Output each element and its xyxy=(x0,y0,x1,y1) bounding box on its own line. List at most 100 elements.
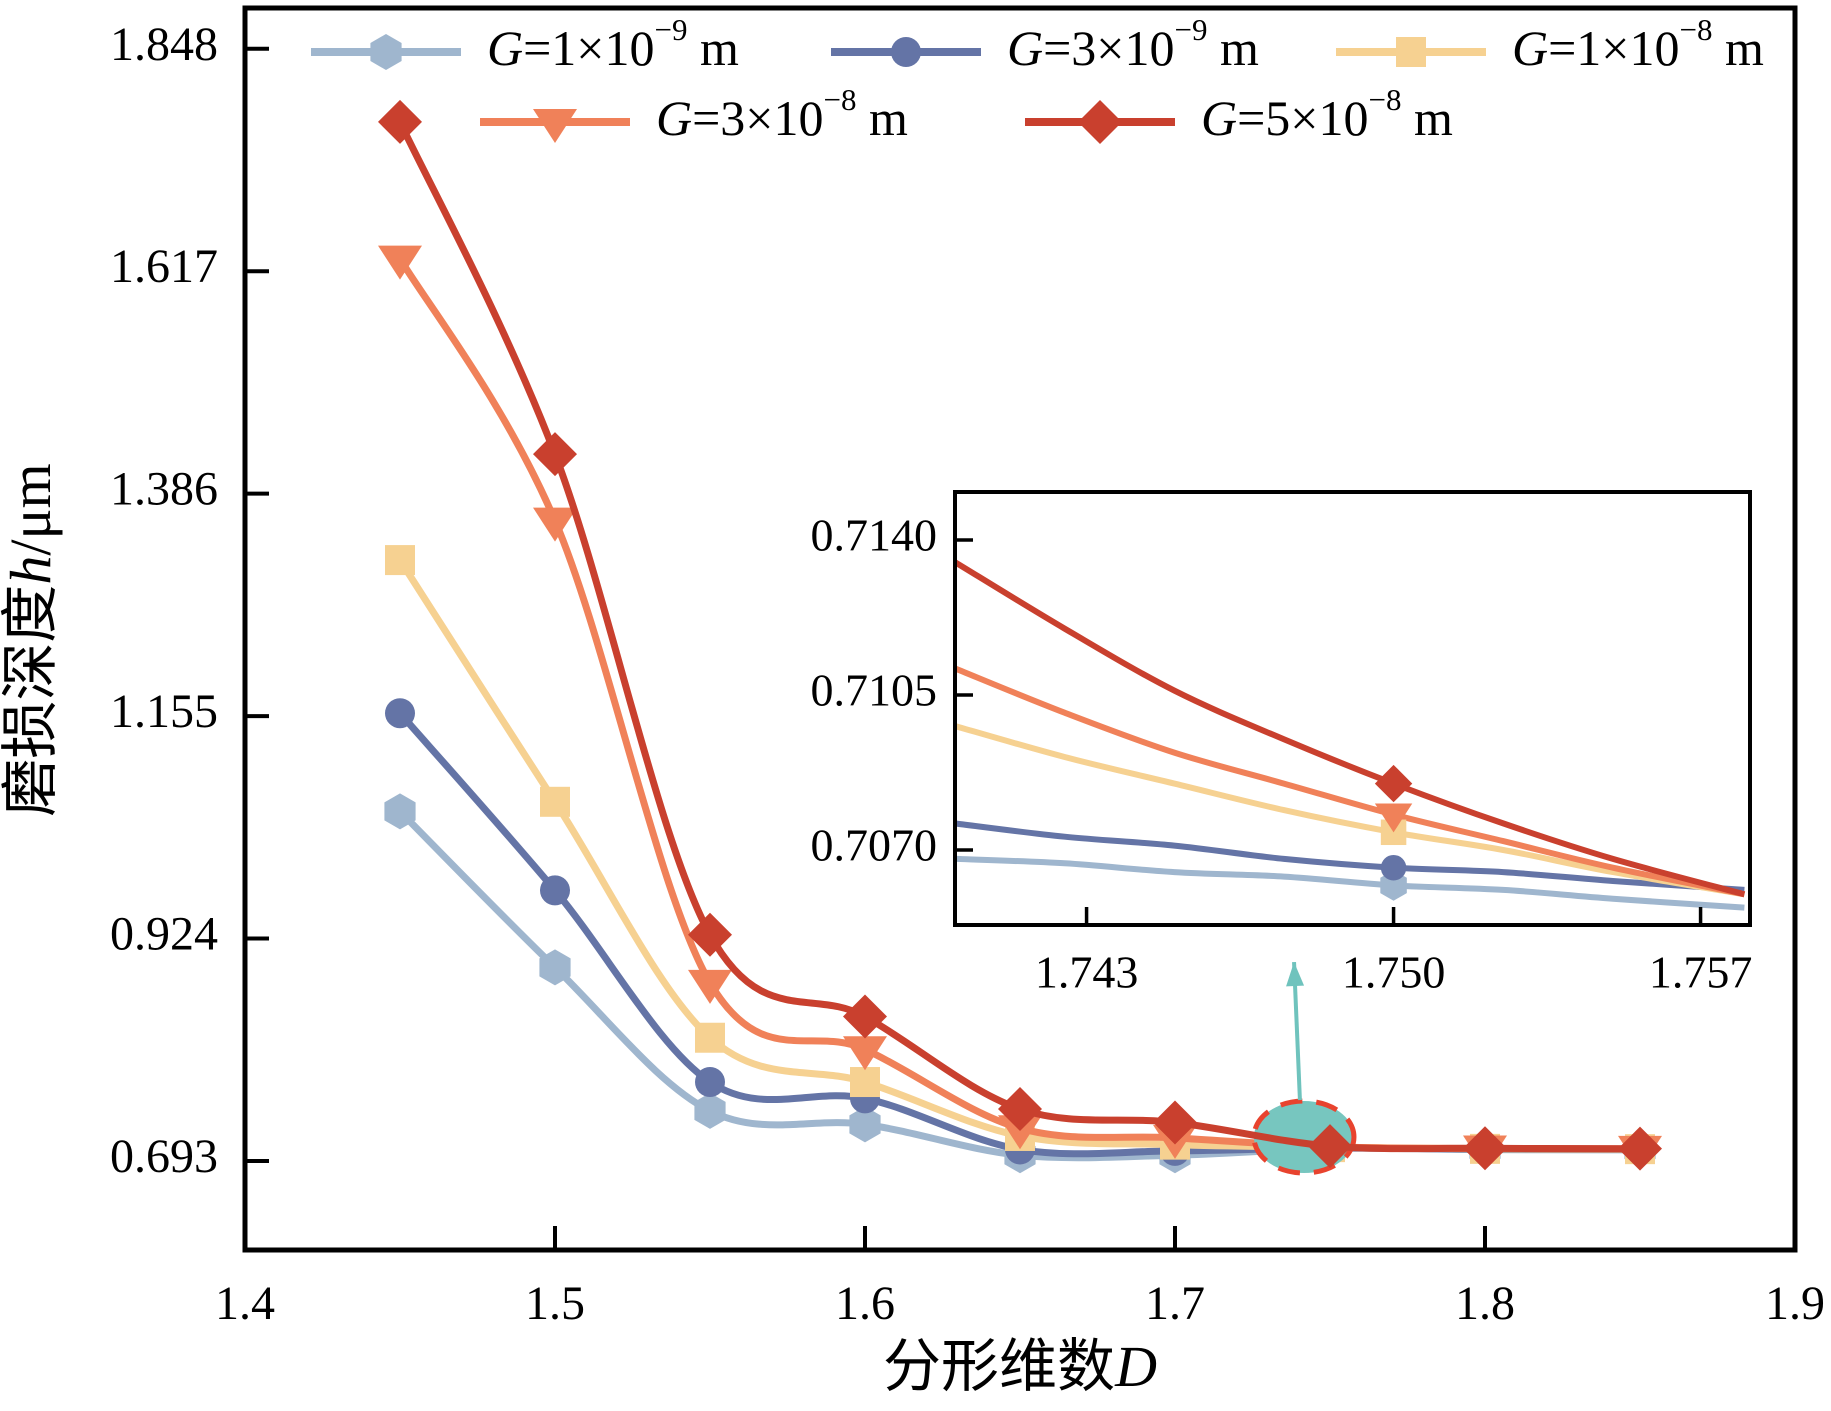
x-tick-label: 1.6 xyxy=(835,1277,895,1330)
hexagon-marker xyxy=(849,1106,881,1143)
legend-marker-diamond xyxy=(1078,100,1122,144)
diamond-marker xyxy=(843,994,887,1039)
diamond-marker xyxy=(1153,1100,1197,1145)
legend-entry-G5e-8: G=5×10−8 m xyxy=(1025,82,1453,146)
y-tick-label: 0.924 xyxy=(110,908,218,961)
diamond-marker xyxy=(1078,100,1122,144)
hexagon-marker xyxy=(694,1092,726,1129)
inset-line-G1e-8 xyxy=(957,723,1745,898)
inset-x-tick-label: 1.757 xyxy=(1649,947,1753,998)
x-tick-label: 1.4 xyxy=(215,1277,275,1330)
series-marker-G1e-8 xyxy=(850,1067,880,1098)
y-tick-label: 1.386 xyxy=(110,463,218,516)
series-marker-G3e-8 xyxy=(843,1036,887,1071)
triangle-down-marker xyxy=(843,1036,887,1071)
triangle-down-marker xyxy=(533,507,577,542)
zoom-arrow-head xyxy=(1286,962,1305,987)
triangle-down-marker xyxy=(378,245,422,280)
diamond-marker xyxy=(998,1086,1042,1131)
legend-marker-square xyxy=(1396,37,1426,67)
legend: G=1×10−9 m G=3×10−9 m G=1×10−8 m G=3×10−8 m… xyxy=(311,12,1764,146)
legend-entry-G1e-8: G=1×10−8 m xyxy=(1336,12,1764,76)
diamond-marker xyxy=(1463,1126,1507,1171)
inset-plot-border xyxy=(953,490,1752,927)
square-marker xyxy=(850,1067,880,1098)
square-marker xyxy=(385,545,415,576)
inset-marker-G3e-9 xyxy=(1380,854,1407,881)
y-tick-label: 1.155 xyxy=(110,685,218,738)
circle-marker xyxy=(385,698,415,729)
legend-label-G1e-8: G=1×10−8 m xyxy=(1512,12,1764,76)
inset-line-G3e-8 xyxy=(957,666,1745,898)
y-axis-title: 磨损深度h/μm xyxy=(0,463,63,816)
inset-line-G1e-9 xyxy=(957,855,1745,911)
inset-x-tick-label: 1.743 xyxy=(1035,947,1139,998)
series-marker-G3e-9 xyxy=(695,1067,725,1098)
hexagon-marker xyxy=(370,34,402,70)
series-marker-G5e-8 xyxy=(1618,1126,1662,1171)
circle-marker xyxy=(540,875,570,906)
inset-line-G5e-8 xyxy=(957,559,1746,898)
main-tick-labels: 0.693 0.924 1.155 1.386 1.617 1.848 1.4 1.5 1.6 1… xyxy=(110,18,1825,1330)
legend-label-G3e-8: G=3×10−8 m xyxy=(656,82,908,146)
inset-marker-G5e-8 xyxy=(1374,764,1413,803)
circle-marker xyxy=(891,37,921,67)
series-marker-G1e-9 xyxy=(384,793,416,830)
legend-label-G5e-8: G=5×10−8 m xyxy=(1201,82,1453,146)
triangle-down-marker xyxy=(1374,803,1413,833)
series-marker-G3e-8 xyxy=(533,507,577,542)
series-marker-G5e-8 xyxy=(533,432,577,477)
inset-series xyxy=(957,559,1746,911)
series-marker-G5e-8 xyxy=(688,912,732,957)
circle-marker xyxy=(695,1067,725,1098)
series-marker-G1e-9 xyxy=(849,1106,881,1143)
x-axis-title: 分形维数D xyxy=(883,1334,1157,1399)
hexagon-marker xyxy=(384,793,416,830)
series-marker-G3e-8 xyxy=(688,969,732,1004)
x-tick-label: 1.7 xyxy=(1145,1277,1205,1330)
zoom-arrow xyxy=(1286,961,1305,1101)
inset-y-tick-label: 0.7140 xyxy=(811,510,938,561)
hexagon-marker xyxy=(539,949,571,986)
x-tick-label: 1.9 xyxy=(1765,1277,1825,1330)
inset-line-G3e-9 xyxy=(957,820,1745,893)
inset-y-tick-label: 0.7105 xyxy=(811,665,938,716)
inset-ticks xyxy=(955,538,1703,925)
main-ticks xyxy=(243,46,1797,1250)
series-marker-G1e-9 xyxy=(539,949,571,986)
legend-marker-hexagon xyxy=(370,34,402,70)
series-marker-G3e-8 xyxy=(378,245,422,280)
inset-marker-G3e-8 xyxy=(1374,803,1413,833)
series-marker-G1e-9 xyxy=(694,1092,726,1129)
series-marker-G5e-8 xyxy=(378,99,422,144)
circle-marker xyxy=(1380,854,1407,881)
legend-entry-G3e-9: G=3×10−9 m xyxy=(831,12,1259,76)
series-marker-G1e-8 xyxy=(540,786,570,817)
x-tick-label: 1.5 xyxy=(525,1277,585,1330)
series-marker-G1e-8 xyxy=(695,1022,725,1053)
triangle-down-marker xyxy=(533,109,577,143)
series-marker-G3e-9 xyxy=(540,875,570,906)
diamond-marker xyxy=(1374,764,1413,803)
diamond-marker xyxy=(1618,1126,1662,1171)
series-marker-G3e-8 xyxy=(998,1115,1042,1150)
y-tick-label: 1.848 xyxy=(110,18,218,71)
series-marker-G5e-8 xyxy=(1308,1124,1352,1169)
square-marker xyxy=(540,786,570,817)
diamond-marker xyxy=(378,99,422,144)
x-tick-label: 1.8 xyxy=(1455,1277,1515,1330)
y-tick-label: 0.693 xyxy=(110,1130,218,1183)
legend-marker-triangle-down xyxy=(533,109,577,143)
inset-y-tick-label: 0.7070 xyxy=(811,820,938,871)
inset-x-tick-label: 1.750 xyxy=(1342,947,1446,998)
triangle-down-marker xyxy=(688,969,732,1004)
series-marker-G5e-8 xyxy=(998,1086,1042,1131)
legend-entry-G1e-9: G=1×10−9 m xyxy=(311,12,739,76)
legend-marker-circle xyxy=(891,37,921,67)
series-marker-G3e-9 xyxy=(385,698,415,729)
series-marker-G5e-8 xyxy=(1463,1126,1507,1171)
diamond-marker xyxy=(1308,1124,1352,1169)
legend-label-G1e-9: G=1×10−9 m xyxy=(487,12,739,76)
